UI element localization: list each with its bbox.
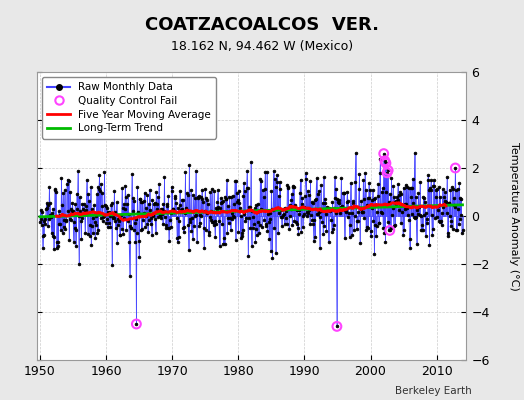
Y-axis label: Temperature Anomaly (°C): Temperature Anomaly (°C) — [509, 142, 519, 290]
Point — [380, 158, 389, 164]
Point — [333, 323, 341, 330]
Point — [132, 321, 140, 327]
Point — [386, 227, 394, 234]
Point — [384, 167, 392, 174]
Point — [383, 170, 391, 176]
Text: COATZACOALCOS  VER.: COATZACOALCOS VER. — [145, 16, 379, 34]
Point — [382, 160, 390, 166]
Text: 18.162 N, 94.462 W (Mexico): 18.162 N, 94.462 W (Mexico) — [171, 40, 353, 53]
Point — [451, 165, 460, 171]
Legend: Raw Monthly Data, Quality Control Fail, Five Year Moving Average, Long-Term Tren: Raw Monthly Data, Quality Control Fail, … — [42, 77, 216, 138]
Text: Berkeley Earth: Berkeley Earth — [395, 386, 472, 396]
Point — [379, 150, 388, 157]
